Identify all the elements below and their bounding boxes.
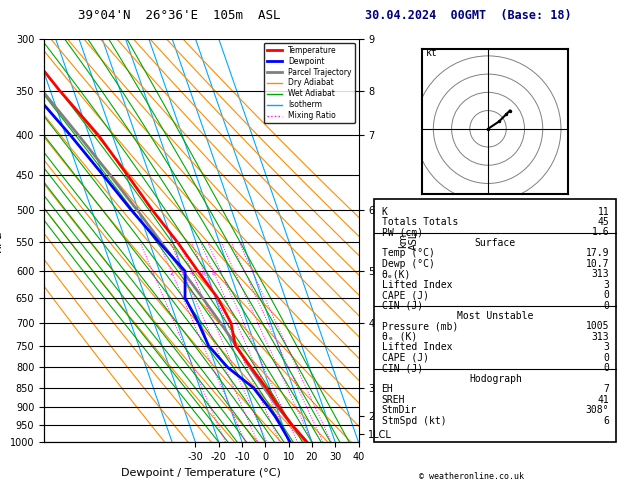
Text: 3: 3 (181, 271, 185, 276)
Text: θₑ (K): θₑ (K) (382, 332, 417, 342)
Y-axis label: km
ASL: km ASL (398, 231, 420, 250)
Text: CAPE (J): CAPE (J) (382, 353, 428, 363)
Text: Totals Totals: Totals Totals (382, 217, 458, 227)
Text: 11: 11 (598, 207, 609, 217)
Text: θₑ(K): θₑ(K) (382, 269, 411, 279)
Text: 0: 0 (603, 301, 609, 311)
Text: PW (cm): PW (cm) (382, 227, 423, 238)
Text: kt: kt (426, 48, 438, 58)
Text: 0: 0 (603, 290, 609, 300)
Legend: Temperature, Dewpoint, Parcel Trajectory, Dry Adiabat, Wet Adiabat, Isotherm, Mi: Temperature, Dewpoint, Parcel Trajectory… (264, 43, 355, 123)
Text: 17.9: 17.9 (586, 248, 609, 259)
Text: 0: 0 (603, 364, 609, 373)
Text: Pressure (mb): Pressure (mb) (382, 322, 458, 331)
Text: © weatheronline.co.uk: © weatheronline.co.uk (420, 472, 524, 481)
Text: 3: 3 (603, 343, 609, 352)
Text: 3: 3 (603, 280, 609, 290)
Text: Surface: Surface (475, 238, 516, 248)
Text: K: K (382, 207, 387, 217)
Text: 1005: 1005 (586, 322, 609, 331)
Text: 6: 6 (202, 271, 206, 276)
Text: 8: 8 (211, 271, 215, 276)
Text: 10.7: 10.7 (586, 259, 609, 269)
Text: 2: 2 (169, 271, 173, 276)
Y-axis label: hPa: hPa (0, 229, 4, 252)
Text: Lifted Index: Lifted Index (382, 280, 452, 290)
Text: 313: 313 (591, 269, 609, 279)
Text: 4: 4 (189, 271, 194, 276)
Text: Temp (°C): Temp (°C) (382, 248, 435, 259)
Text: 313: 313 (591, 332, 609, 342)
Text: Hodograph: Hodograph (469, 374, 522, 384)
Text: StmSpd (kt): StmSpd (kt) (382, 416, 446, 426)
Text: 45: 45 (598, 217, 609, 227)
Text: StmDir: StmDir (382, 405, 417, 415)
Text: 30.04.2024  00GMT  (Base: 18): 30.04.2024 00GMT (Base: 18) (365, 9, 572, 22)
Text: 1: 1 (150, 271, 154, 276)
Text: 0: 0 (603, 353, 609, 363)
Text: 7: 7 (603, 384, 609, 394)
Text: 1.6: 1.6 (591, 227, 609, 238)
X-axis label: Dewpoint / Temperature (°C): Dewpoint / Temperature (°C) (121, 468, 281, 478)
Text: 308°: 308° (586, 405, 609, 415)
Text: 41: 41 (598, 395, 609, 405)
Text: Most Unstable: Most Unstable (457, 311, 533, 321)
Text: Dewp (°C): Dewp (°C) (382, 259, 435, 269)
Text: SREH: SREH (382, 395, 405, 405)
Text: 39°04'N  26°36'E  105m  ASL: 39°04'N 26°36'E 105m ASL (78, 9, 281, 22)
Text: EH: EH (382, 384, 393, 394)
Text: CIN (J): CIN (J) (382, 301, 423, 311)
Text: CAPE (J): CAPE (J) (382, 290, 428, 300)
Text: 6: 6 (603, 416, 609, 426)
Text: CIN (J): CIN (J) (382, 364, 423, 373)
Text: Lifted Index: Lifted Index (382, 343, 452, 352)
